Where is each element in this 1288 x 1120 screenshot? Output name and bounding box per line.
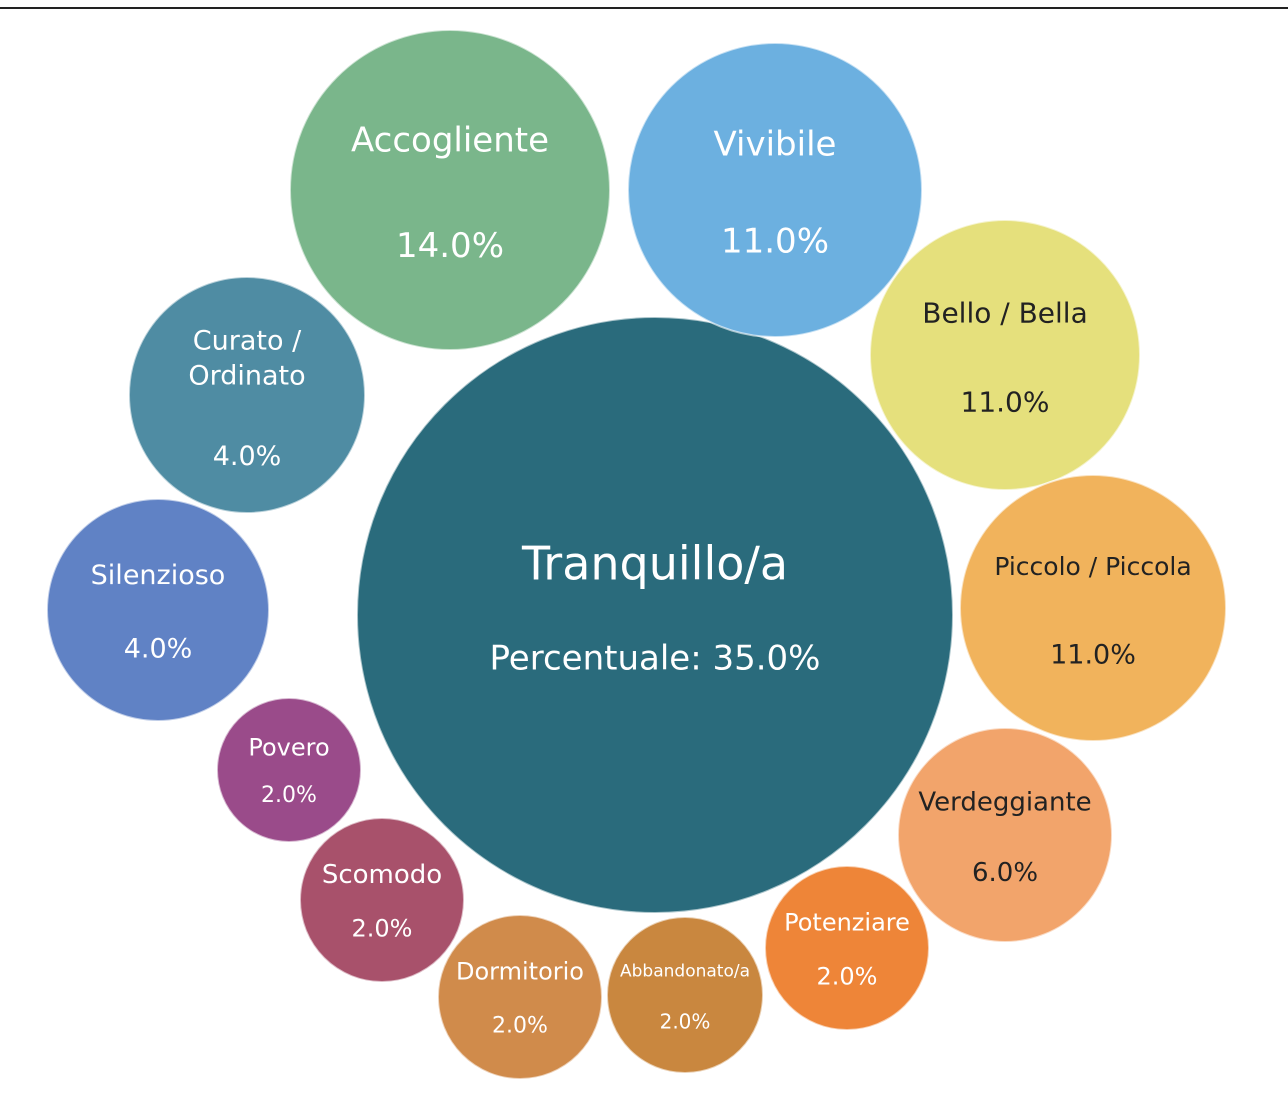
bubble-label: Tranquillo/a (521, 537, 788, 591)
bubble (437, 914, 603, 1080)
bubble-label: Abbandonato/a (620, 962, 750, 982)
bubble-label: Dormitorio (456, 957, 584, 985)
bubble-label: Vivibile (714, 124, 837, 164)
bubble (128, 276, 366, 514)
bubble (606, 916, 764, 1074)
bubble-label: Scomodo (322, 860, 442, 890)
bubble-label: Piccolo / Piccola (994, 552, 1191, 581)
bubble-value: 2.0% (817, 963, 878, 991)
bubble-label: Curato / Ordinato (188, 325, 305, 391)
bubble-value: Percentuale: 35.0% (490, 639, 821, 679)
bubble (216, 697, 362, 843)
bubble-value: 4.0% (213, 441, 282, 472)
bubble (356, 316, 954, 914)
bubble (959, 474, 1227, 742)
bubble-value: 11.0% (721, 221, 829, 261)
bubble-value: 14.0% (396, 226, 504, 266)
bubble-value: 2.0% (492, 1014, 548, 1039)
bubble-label: Verdeggiante (918, 787, 1091, 817)
bubble-value: 6.0% (972, 858, 1038, 888)
bubble (289, 29, 611, 351)
bubble-label: Bello / Bella (922, 297, 1088, 330)
bubble-label: Potenziare (784, 908, 910, 936)
label-line: Curato / (193, 325, 302, 356)
bubble-label: Accogliente (351, 121, 549, 161)
bubble-value: 2.0% (261, 783, 317, 808)
bubble-value: 2.0% (352, 915, 413, 943)
bubble-value: 4.0% (124, 633, 193, 664)
bubble-label: Silenzioso (91, 560, 226, 591)
bubble-value: 11.0% (961, 386, 1050, 419)
bubbles: Tranquillo/a Percentuale: 35.0% Accoglient… (46, 29, 1227, 1080)
bubble-value: 2.0% (660, 1010, 711, 1034)
bubble-label: Povero (248, 733, 329, 761)
bubble (869, 219, 1141, 491)
bubble (627, 42, 923, 338)
bubble (897, 727, 1113, 943)
bubble (46, 498, 270, 722)
bubble (764, 865, 930, 1031)
bubble (299, 817, 465, 983)
label-line: Ordinato (188, 360, 305, 391)
bubble-value: 11.0% (1050, 639, 1136, 670)
